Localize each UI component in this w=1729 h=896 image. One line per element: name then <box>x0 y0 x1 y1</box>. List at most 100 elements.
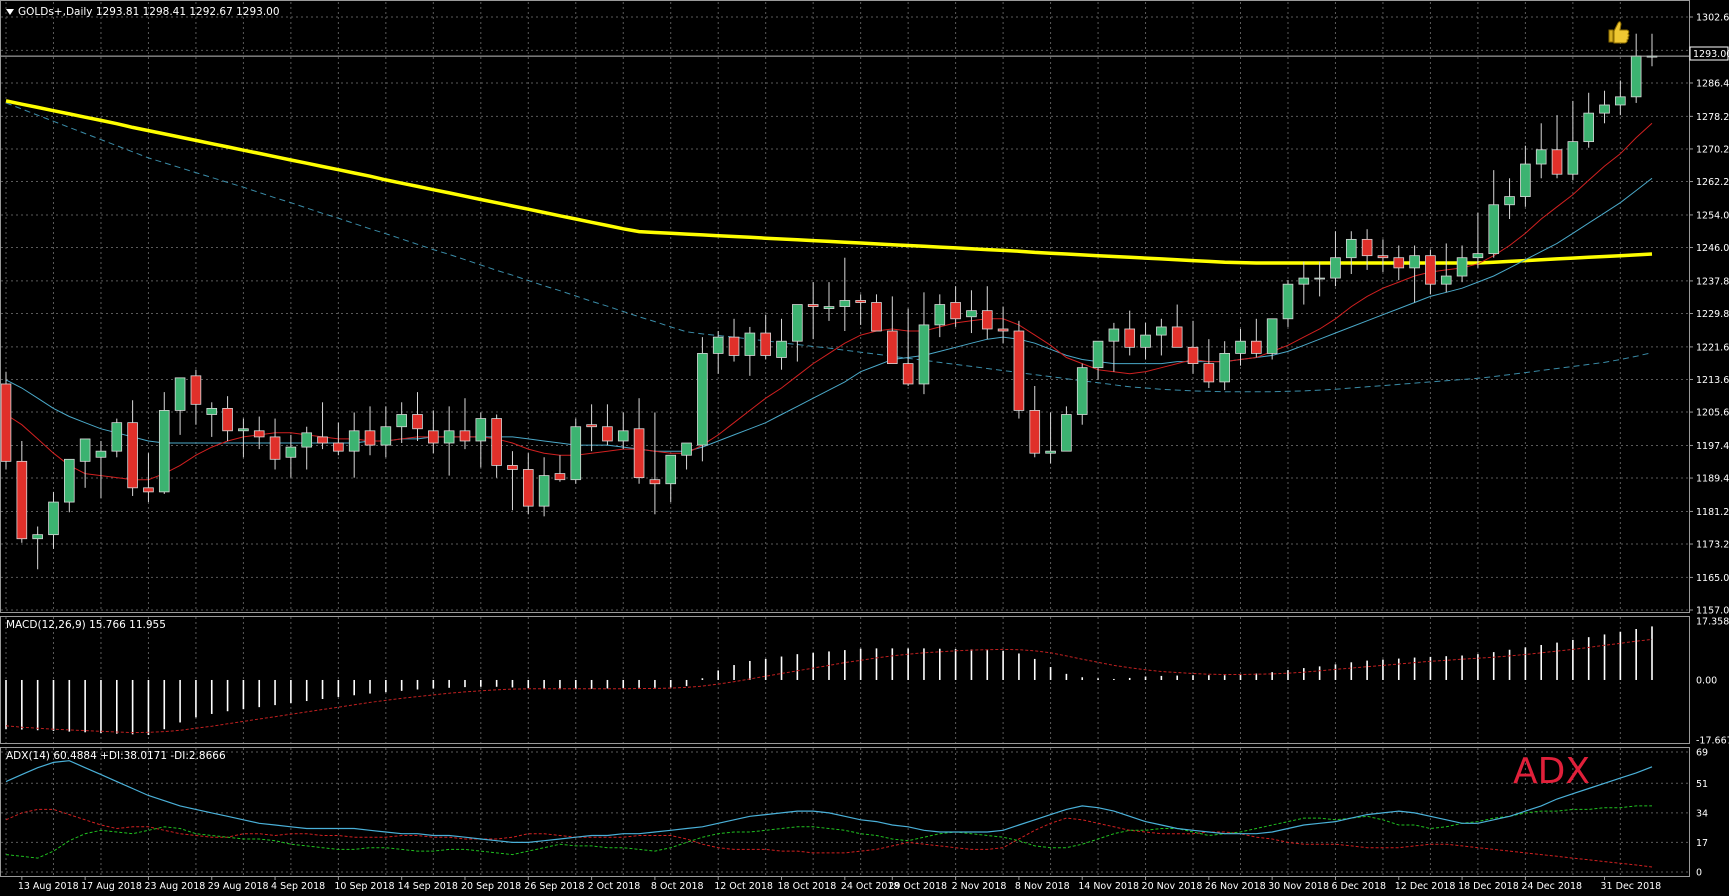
candle-body <box>158 410 170 493</box>
candle <box>823 282 835 321</box>
candle-body <box>1013 330 1025 411</box>
macd-panel[interactable] <box>5 626 1653 736</box>
candle-body <box>871 302 882 332</box>
macd-y-tick-label: -17.667 <box>1696 736 1729 747</box>
candle-body <box>712 336 724 354</box>
adx-watermark: ADX <box>1513 751 1590 792</box>
x-tick-label: 12 Oct 2018 <box>714 881 773 892</box>
dropdown-triangle-icon[interactable] <box>6 9 14 15</box>
candle-body <box>1266 318 1278 354</box>
thumbs-up-icon[interactable] <box>1608 21 1630 44</box>
candle <box>1076 363 1088 425</box>
candle-body <box>1440 275 1452 285</box>
candle <box>95 440 107 498</box>
price-y-tick-label: 1165.00 <box>1696 573 1729 584</box>
candle <box>1504 178 1515 220</box>
candle <box>364 406 376 456</box>
candle-body <box>64 458 75 503</box>
candle-body <box>1171 326 1183 348</box>
candle <box>586 404 597 452</box>
candle-body <box>1551 149 1563 175</box>
candle-body <box>1425 255 1436 285</box>
candle-body <box>807 304 819 307</box>
candle-body <box>333 442 344 452</box>
candle-body <box>301 432 313 448</box>
candle-body <box>1361 238 1373 257</box>
candle <box>522 453 534 515</box>
candle-body <box>285 446 297 458</box>
candle <box>1251 318 1262 358</box>
candle-body <box>1583 112 1594 143</box>
adx-panel-header: ADX(14) 60.4884 +DI:38.0171 -DI:2.8666 <box>6 750 226 762</box>
candle <box>1361 229 1373 270</box>
x-tick-label: 8 Nov 2018 <box>1015 881 1070 892</box>
candle-body <box>1456 257 1468 277</box>
candle-body <box>507 465 518 470</box>
x-tick-label: 31 Dec 2018 <box>1601 881 1662 892</box>
candle-body <box>48 501 59 536</box>
macd-panel-border <box>0 616 1690 744</box>
price-panel-header: GOLDs+,Daily 1293.81 1298.41 1292.67 129… <box>18 6 280 18</box>
price-y-tick-label: 1270.20 <box>1696 144 1729 155</box>
price-y-tick-label: 1278.20 <box>1696 112 1729 123</box>
candle <box>348 412 360 478</box>
candle-body <box>649 479 661 485</box>
candle <box>792 304 803 362</box>
price-panel[interactable] <box>0 33 1689 570</box>
adx-line <box>5 760 1653 843</box>
candle <box>1393 245 1405 281</box>
x-tick-label: 6 Dec 2018 <box>1331 881 1386 892</box>
x-tick-label: 29 Oct 2018 <box>888 881 947 892</box>
ma-mid-line <box>5 177 1653 452</box>
x-tick-label: 14 Sep 2018 <box>398 881 458 892</box>
candle <box>48 491 59 549</box>
candle-body <box>1377 255 1389 259</box>
candle <box>32 526 43 570</box>
candle-body <box>665 454 677 485</box>
candle <box>1219 341 1230 391</box>
candle-body <box>697 353 708 446</box>
candle <box>1029 385 1041 458</box>
price-y-tick-label: 1286.40 <box>1696 78 1729 89</box>
candle-body <box>1076 367 1088 415</box>
candle <box>839 257 851 332</box>
adx-panel[interactable] <box>5 760 1653 868</box>
candle <box>1171 304 1183 348</box>
candle <box>1187 320 1199 374</box>
candle-body <box>127 422 138 489</box>
candle <box>871 294 882 332</box>
candle-body <box>380 426 392 446</box>
candle-body <box>823 306 835 310</box>
adx-panel-border <box>0 747 1690 877</box>
price-y-tick-label: 1197.40 <box>1696 441 1729 452</box>
candle <box>997 306 1009 344</box>
candle <box>459 398 471 450</box>
candle <box>554 455 566 482</box>
ma-long-dashed-line <box>5 102 1653 393</box>
candle <box>1535 123 1547 179</box>
candle <box>1615 80 1626 116</box>
candle <box>665 454 677 503</box>
adx-y-tick-label: 0 <box>1696 868 1702 879</box>
candle <box>222 396 233 441</box>
candle <box>934 294 946 338</box>
price-y-tick-label: 1229.80 <box>1696 309 1729 320</box>
candle <box>712 331 724 374</box>
price-y-tick-label: 1189.40 <box>1696 474 1729 485</box>
candle-body <box>222 407 233 432</box>
candle-body <box>554 473 566 481</box>
candle-body <box>348 430 360 452</box>
candle <box>1266 318 1278 360</box>
candle <box>1156 318 1167 356</box>
candle <box>1298 261 1310 305</box>
candle <box>1235 328 1246 366</box>
candle-body <box>428 430 439 444</box>
candle <box>760 314 771 360</box>
candle-body <box>1488 204 1500 255</box>
candle-body <box>538 475 550 507</box>
candle-body <box>79 438 91 462</box>
candle-body <box>459 430 471 442</box>
candle-body <box>1567 141 1579 175</box>
candle <box>1092 340 1104 380</box>
candle-body <box>887 330 898 364</box>
